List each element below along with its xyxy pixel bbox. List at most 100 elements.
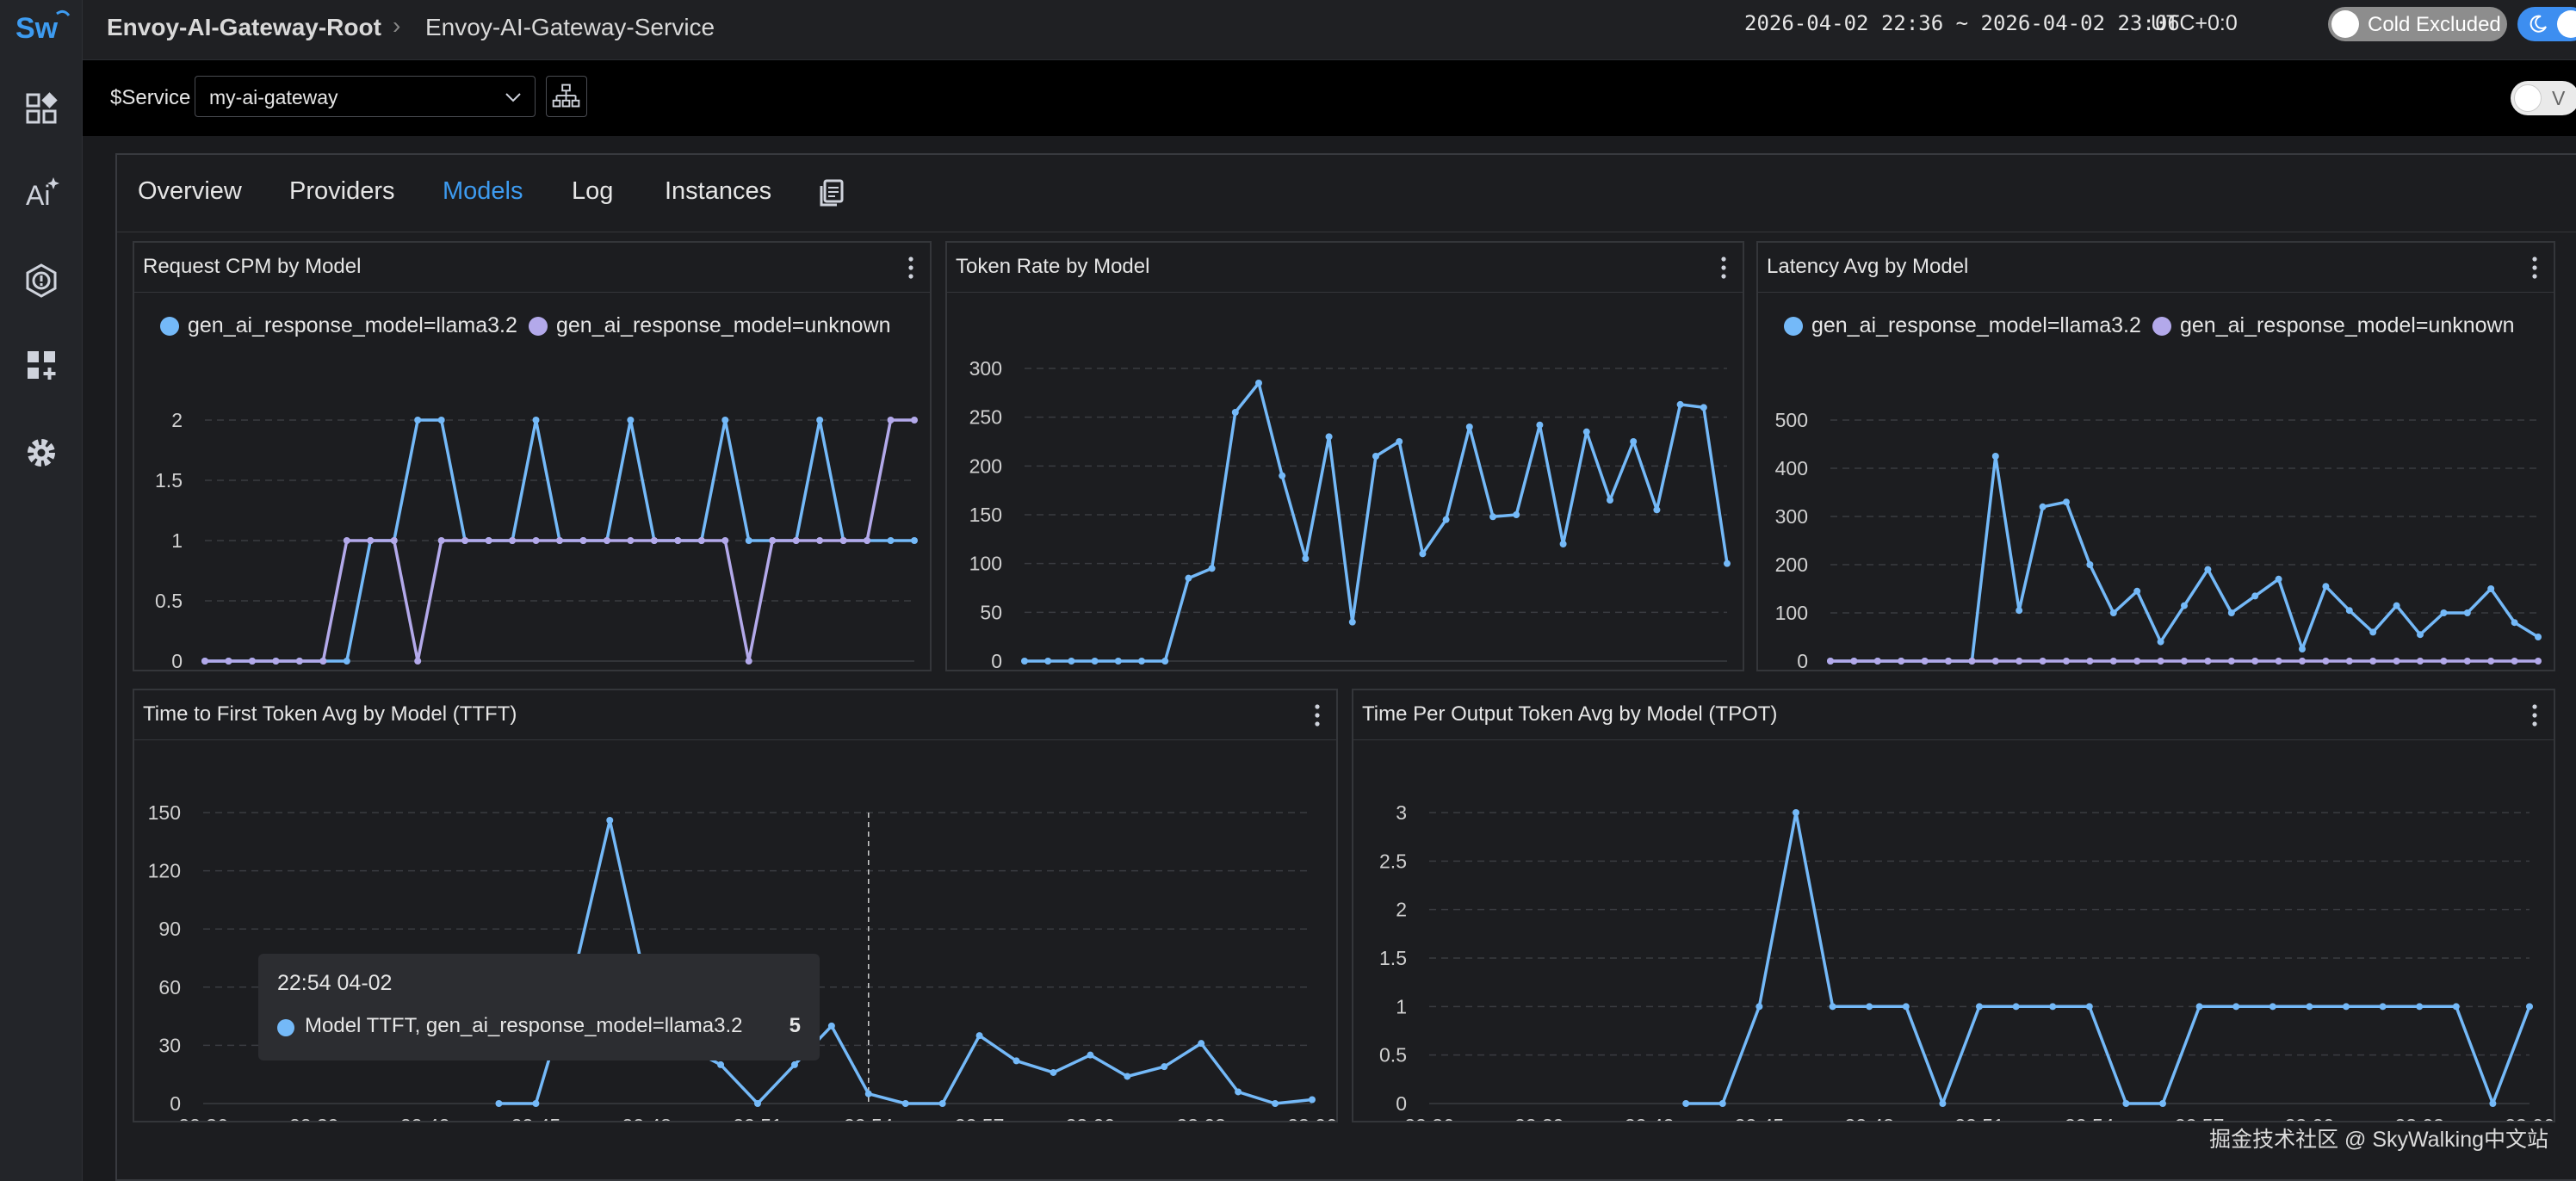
data-point[interactable] bbox=[1653, 506, 1661, 514]
breadcrumb-service[interactable]: Envoy-AI-Gateway-Service bbox=[425, 14, 715, 40]
data-point[interactable] bbox=[2322, 583, 2330, 590]
data-point[interactable] bbox=[248, 658, 256, 665]
data-point[interactable] bbox=[2016, 658, 2023, 665]
data-point[interactable] bbox=[1372, 453, 1379, 460]
more-vertical-icon[interactable] bbox=[1309, 701, 1326, 730]
data-point[interactable] bbox=[721, 537, 729, 544]
data-point[interactable] bbox=[1419, 550, 1427, 558]
data-point[interactable] bbox=[754, 1100, 761, 1107]
copy-icon[interactable] bbox=[814, 176, 849, 210]
data-point[interactable] bbox=[2416, 1003, 2424, 1011]
data-point[interactable] bbox=[1902, 1003, 1910, 1011]
data-point[interactable] bbox=[2016, 607, 2023, 615]
data-point[interactable] bbox=[367, 537, 375, 544]
data-point[interactable] bbox=[1724, 560, 1731, 567]
data-point[interactable] bbox=[792, 537, 800, 544]
data-point[interactable] bbox=[1279, 472, 1286, 479]
data-point[interactable] bbox=[2299, 658, 2306, 665]
data-point[interactable] bbox=[556, 537, 563, 544]
data-point[interactable] bbox=[1302, 555, 1310, 562]
service-select[interactable]: my-ai-gateway bbox=[195, 76, 536, 117]
data-point[interactable] bbox=[2526, 1003, 2533, 1011]
data-point[interactable] bbox=[2379, 1003, 2387, 1011]
data-point[interactable] bbox=[532, 537, 540, 544]
data-point[interactable] bbox=[911, 537, 918, 544]
data-point[interactable] bbox=[2195, 1003, 2203, 1011]
data-point[interactable] bbox=[1559, 541, 1567, 547]
data-point[interactable] bbox=[2122, 1100, 2130, 1107]
data-point[interactable] bbox=[2049, 1003, 2057, 1011]
legend-item[interactable]: gen_ai_response_model=unknown bbox=[2152, 313, 2515, 338]
more-vertical-icon[interactable] bbox=[2526, 253, 2543, 282]
data-point[interactable] bbox=[1198, 1040, 1205, 1048]
data-point[interactable] bbox=[1012, 1057, 1020, 1065]
data-point[interactable] bbox=[864, 537, 871, 544]
data-point[interactable] bbox=[650, 537, 658, 544]
data-point[interactable] bbox=[1607, 497, 1613, 504]
data-point[interactable] bbox=[1793, 809, 1799, 816]
data-point[interactable] bbox=[2535, 634, 2542, 640]
data-point[interactable] bbox=[1161, 658, 1169, 665]
data-point[interactable] bbox=[1138, 658, 1145, 665]
data-point[interactable] bbox=[2181, 602, 2188, 609]
tab-models[interactable]: Models bbox=[443, 177, 523, 205]
time-range-picker[interactable]: 2026-04-02 22:36 ~ 2026-04-02 23:06 bbox=[1744, 11, 2180, 35]
data-point[interactable] bbox=[1991, 658, 1999, 665]
data-point[interactable] bbox=[1185, 574, 1192, 582]
more-vertical-icon[interactable] bbox=[902, 253, 920, 282]
data-point[interactable] bbox=[2086, 561, 2094, 568]
data-point[interactable] bbox=[2535, 658, 2542, 665]
data-point[interactable] bbox=[1255, 380, 1262, 386]
data-point[interactable] bbox=[414, 417, 422, 424]
data-point[interactable] bbox=[2133, 587, 2141, 595]
data-point[interactable] bbox=[2269, 1003, 2276, 1011]
data-point[interactable] bbox=[509, 537, 517, 544]
data-point[interactable] bbox=[745, 537, 752, 544]
series-line-0[interactable] bbox=[1025, 381, 1729, 663]
data-point[interactable] bbox=[1921, 658, 1929, 665]
data-point[interactable] bbox=[2306, 1003, 2313, 1011]
data-point[interactable] bbox=[343, 658, 350, 665]
edit-mode-toggle[interactable]: V bbox=[2511, 81, 2576, 115]
data-point[interactable] bbox=[2440, 609, 2448, 616]
ai-icon[interactable]: Ai bbox=[22, 174, 60, 212]
data-point[interactable] bbox=[717, 1060, 725, 1068]
data-point[interactable] bbox=[1630, 438, 1638, 445]
data-point[interactable] bbox=[1898, 658, 1905, 665]
data-point[interactable] bbox=[603, 537, 610, 544]
data-point[interactable] bbox=[2039, 658, 2047, 665]
data-point[interactable] bbox=[2511, 619, 2518, 627]
data-point[interactable] bbox=[1442, 516, 1450, 523]
data-point[interactable] bbox=[2275, 575, 2282, 583]
data-point[interactable] bbox=[1235, 1088, 1242, 1096]
data-point[interactable] bbox=[864, 1090, 872, 1098]
data-point[interactable] bbox=[887, 537, 895, 544]
data-point[interactable] bbox=[532, 1100, 540, 1107]
data-point[interactable] bbox=[295, 658, 303, 665]
data-point[interactable] bbox=[816, 417, 824, 424]
data-point[interactable] bbox=[827, 1022, 835, 1030]
data-point[interactable] bbox=[437, 417, 445, 424]
data-point[interactable] bbox=[225, 658, 232, 665]
data-point[interactable] bbox=[2299, 646, 2306, 652]
data-point[interactable] bbox=[1991, 453, 1999, 460]
data-point[interactable] bbox=[2204, 658, 2212, 665]
data-point[interactable] bbox=[2251, 658, 2259, 665]
data-point[interactable] bbox=[2440, 658, 2448, 665]
data-point[interactable] bbox=[2343, 1003, 2350, 1011]
data-point[interactable] bbox=[2369, 628, 2377, 636]
data-point[interactable] bbox=[2039, 503, 2047, 510]
data-point[interactable] bbox=[1827, 658, 1834, 665]
topology-button[interactable] bbox=[546, 76, 587, 117]
legend-item[interactable]: gen_ai_response_model=unknown bbox=[529, 313, 891, 338]
data-point[interactable] bbox=[1161, 1063, 1168, 1071]
data-point[interactable] bbox=[1091, 658, 1099, 665]
data-point[interactable] bbox=[1939, 1100, 1947, 1107]
data-point[interactable] bbox=[343, 537, 350, 544]
data-point[interactable] bbox=[2157, 638, 2164, 646]
data-point[interactable] bbox=[2345, 607, 2353, 615]
data-point[interactable] bbox=[839, 537, 847, 544]
more-vertical-icon[interactable] bbox=[2526, 701, 2543, 730]
data-point[interactable] bbox=[2487, 658, 2495, 665]
data-point[interactable] bbox=[674, 537, 682, 544]
